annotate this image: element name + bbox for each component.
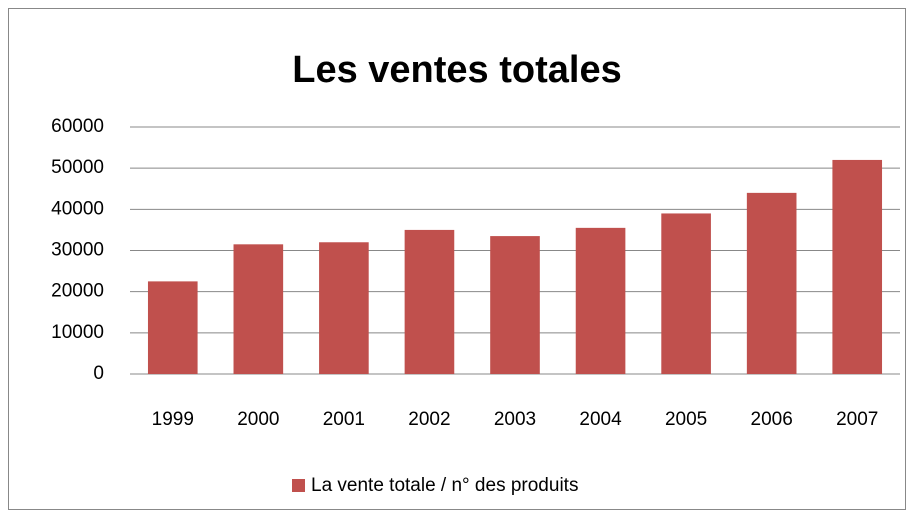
x-tick-label: 2002 [408, 409, 450, 430]
y-tick-label: 0 [93, 363, 104, 384]
y-tick-label: 50000 [51, 157, 104, 178]
bar [832, 159, 883, 374]
bar [661, 213, 711, 374]
x-tick-label: 2005 [665, 409, 707, 430]
bar [319, 242, 369, 374]
x-tick-label: 2007 [836, 409, 878, 430]
y-tick-label: 40000 [51, 198, 104, 219]
bar [575, 227, 626, 374]
bar [147, 281, 198, 374]
x-tick-label: 2006 [751, 409, 793, 430]
bar [404, 229, 455, 374]
legend-label: La vente totale / n° des produits [311, 475, 578, 496]
chart-title: Les ventes totales [292, 49, 621, 91]
y-tick-label: 30000 [51, 240, 104, 261]
x-tick-label: 2000 [237, 409, 279, 430]
y-tick-label: 10000 [51, 322, 104, 343]
x-tick-label: 2003 [494, 409, 536, 430]
bar [490, 236, 540, 374]
bar [746, 192, 797, 374]
y-tick-label: 20000 [51, 281, 104, 302]
y-tick-label: 60000 [51, 116, 104, 137]
x-tick-label: 2004 [579, 409, 622, 430]
bar [233, 244, 284, 374]
legend-swatch [292, 479, 305, 492]
x-tick-label: 2001 [323, 409, 365, 430]
x-tick-label: 1999 [152, 409, 194, 430]
